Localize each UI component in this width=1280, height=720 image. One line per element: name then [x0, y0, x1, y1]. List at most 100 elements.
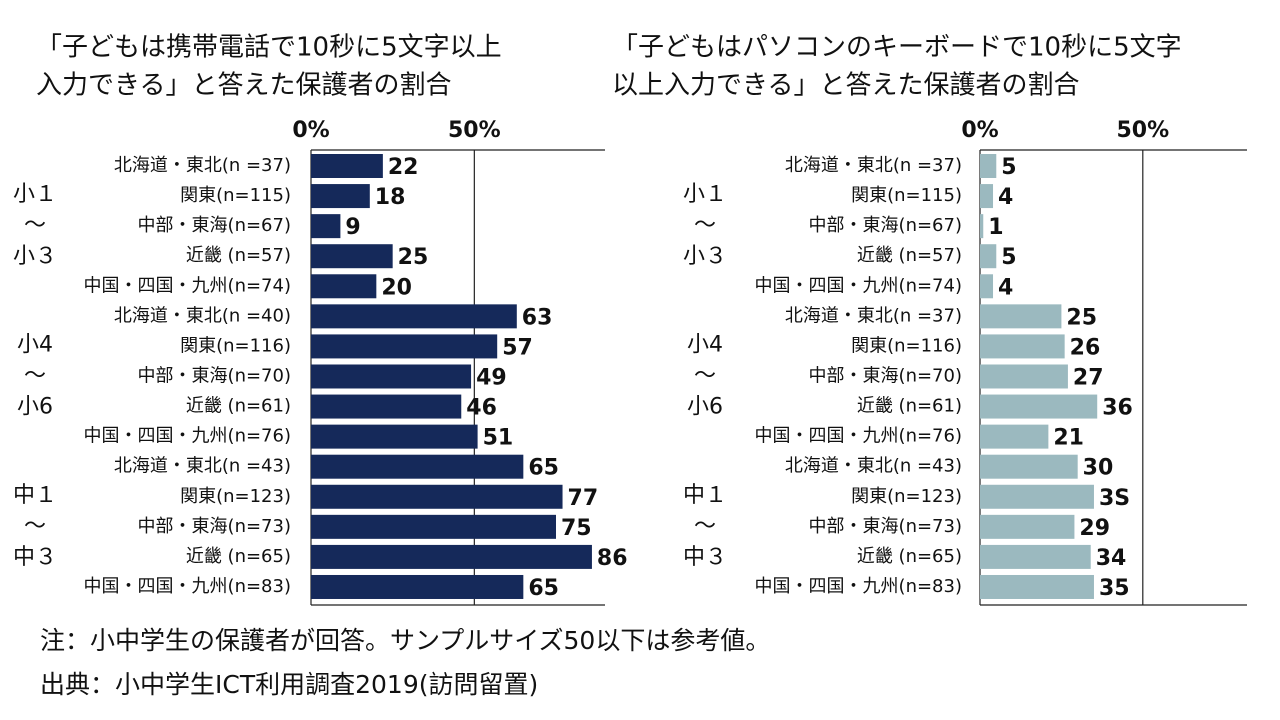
- data-label: 65: [528, 576, 559, 601]
- group-label: ～: [694, 213, 716, 238]
- group-label: ～: [24, 514, 46, 539]
- bar: [311, 214, 341, 239]
- data-label: 22: [388, 155, 419, 180]
- bar: [980, 544, 1091, 569]
- group-label: 中３: [13, 545, 57, 570]
- bar: [980, 574, 1094, 599]
- note: 注：小中学生の保護者が回答。サンプルサイズ50以下は参考値。: [40, 626, 770, 655]
- bar: [980, 214, 984, 239]
- data-label: 49: [476, 365, 507, 390]
- category-label: 関東(n=123): [851, 486, 962, 507]
- group-label: 小３: [13, 244, 57, 269]
- data-label: 25: [1066, 305, 1097, 330]
- data-label: 5: [1001, 155, 1016, 180]
- group-label: 小6: [687, 394, 723, 419]
- category-label: 近畿 (n=65): [186, 546, 291, 567]
- bar: [980, 514, 1075, 539]
- data-label: 35: [1099, 576, 1130, 601]
- category-label: 近畿 (n=65): [857, 546, 962, 567]
- data-label: 27: [1073, 365, 1104, 390]
- data-label: 36: [1102, 396, 1133, 421]
- x-tick-label: 50%: [448, 118, 501, 143]
- category-label: 北海道・東北(n =43): [114, 456, 291, 477]
- data-label: 26: [1070, 335, 1101, 360]
- bar: [311, 334, 498, 359]
- category-label: 近畿 (n=57): [186, 245, 291, 266]
- category-label: 関東(n=115): [180, 185, 291, 206]
- bar: [311, 364, 472, 389]
- group-label: ～: [24, 363, 46, 388]
- bar: [311, 544, 592, 569]
- group-label: 小6: [17, 394, 53, 419]
- x-tick-label: 50%: [1116, 118, 1169, 143]
- data-label: 1: [988, 215, 1003, 240]
- category-label: 中部・東海(n=70): [138, 365, 291, 386]
- group-label: 小4: [687, 332, 723, 357]
- bar: [980, 244, 997, 269]
- category-label: 中部・東海(n=67): [809, 215, 962, 236]
- bar: [980, 454, 1078, 479]
- category-label: 北海道・東北(n =40): [114, 305, 291, 326]
- category-label: 中部・東海(n=70): [809, 365, 962, 386]
- group-label: 小１: [13, 182, 57, 207]
- bar: [311, 184, 370, 209]
- group-label: 中１: [13, 483, 57, 508]
- category-label: 北海道・東北(n =37): [114, 155, 291, 176]
- group-label: 小３: [683, 244, 727, 269]
- data-label: 5: [1001, 245, 1016, 270]
- data-label: 4: [998, 275, 1013, 300]
- x-tick-label: 0%: [292, 118, 329, 143]
- data-label: 46: [466, 396, 497, 421]
- data-label: 3S: [1099, 486, 1130, 511]
- bar: [311, 244, 393, 269]
- data-label: 4: [998, 185, 1013, 210]
- data-label: 51: [483, 426, 514, 451]
- bar: [980, 394, 1098, 419]
- bar: [980, 364, 1068, 389]
- bar: [980, 484, 1094, 509]
- data-label: 65: [528, 456, 559, 481]
- category-label: 北海道・東北(n =37): [785, 305, 962, 326]
- bar: [311, 514, 556, 539]
- bar: [311, 454, 524, 479]
- bar: [311, 274, 377, 299]
- data-label: 77: [568, 486, 599, 511]
- bar: [311, 484, 563, 509]
- category-label: 北海道・東北(n =43): [785, 456, 962, 477]
- chart-title: 入力できる」と答えた保護者の割合: [36, 71, 451, 101]
- category-label: 関東(n=116): [851, 335, 962, 356]
- group-label: ～: [694, 514, 716, 539]
- category-label: 中国・四国・九州(n=74): [84, 275, 291, 296]
- group-label: ～: [24, 213, 46, 238]
- category-label: 近畿 (n=61): [186, 396, 291, 417]
- category-label: 中国・四国・九州(n=74): [755, 275, 962, 296]
- bar: [980, 184, 994, 209]
- category-label: 関東(n=123): [180, 486, 291, 507]
- group-label: ～: [694, 363, 716, 388]
- category-label: 近畿 (n=57): [857, 245, 962, 266]
- data-label: 57: [502, 335, 533, 360]
- x-tick-label: 0%: [961, 118, 998, 143]
- chart-title: 「子どもはパソコンのキーボードで10秒に5文字: [612, 33, 1182, 63]
- category-label: 関東(n=115): [851, 185, 962, 206]
- data-label: 86: [597, 546, 628, 571]
- data-label: 63: [522, 305, 553, 330]
- group-label: 小１: [683, 182, 727, 207]
- source: 出典：小中学生ICT利用調査2019(訪問留置): [40, 670, 538, 699]
- chart-title: 以上入力できる」と答えた保護者の割合: [612, 71, 1079, 101]
- bar: [980, 274, 994, 299]
- data-label: 29: [1079, 516, 1110, 541]
- data-label: 75: [561, 516, 592, 541]
- category-label: 中部・東海(n=73): [138, 516, 291, 537]
- group-label: 小4: [17, 332, 53, 357]
- bar: [311, 424, 478, 449]
- data-label: 34: [1096, 546, 1127, 571]
- category-label: 関東(n=116): [180, 335, 291, 356]
- bar: [311, 574, 524, 599]
- category-label: 中国・四国・九州(n=83): [84, 576, 291, 597]
- category-label: 中部・東海(n=73): [809, 516, 962, 537]
- data-label: 21: [1053, 426, 1084, 451]
- bar: [980, 304, 1062, 329]
- data-label: 25: [398, 245, 429, 270]
